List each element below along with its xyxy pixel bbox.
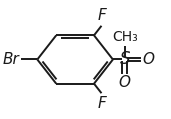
Text: F: F — [97, 8, 106, 23]
Text: Br: Br — [3, 52, 19, 67]
Text: F: F — [97, 96, 106, 111]
Text: CH₃: CH₃ — [112, 30, 138, 44]
Text: S: S — [120, 50, 130, 69]
Text: O: O — [119, 75, 131, 90]
Text: O: O — [143, 52, 155, 67]
